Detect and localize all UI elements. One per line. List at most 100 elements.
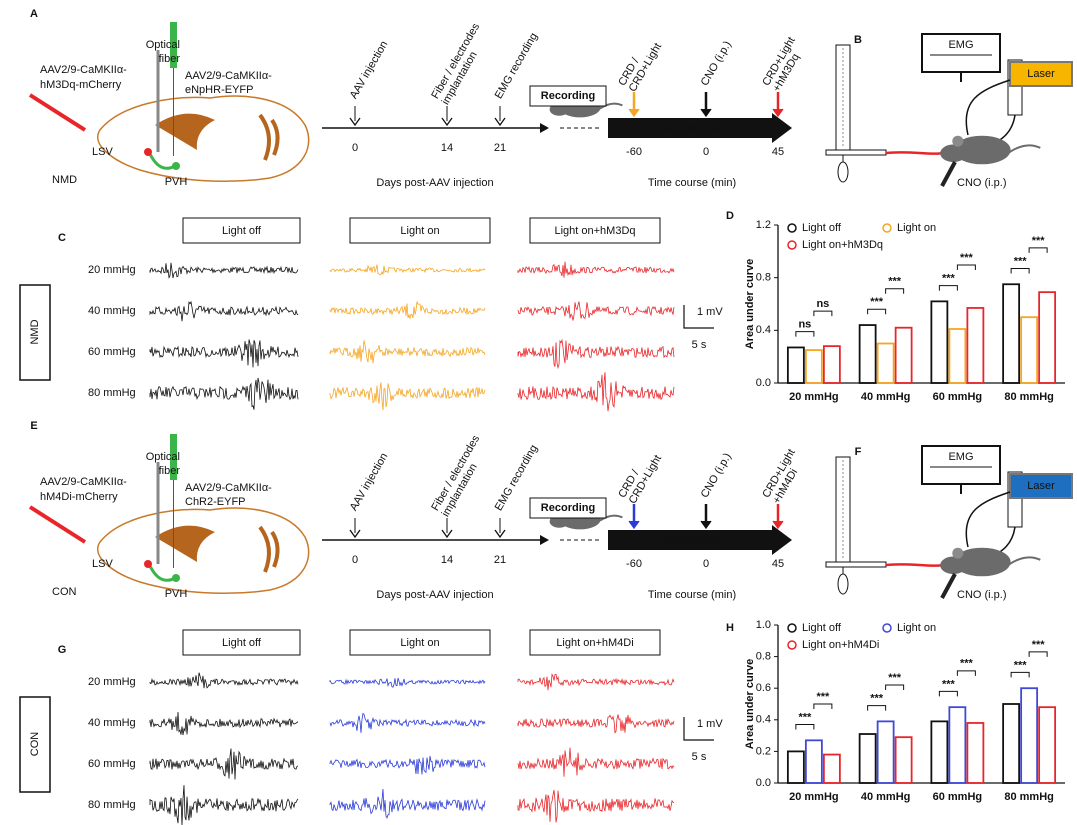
label: EMG xyxy=(948,451,973,463)
stand xyxy=(825,561,887,568)
bar xyxy=(876,342,895,384)
mouse-ear xyxy=(952,135,964,147)
projection xyxy=(148,153,176,170)
arrow-head xyxy=(441,117,453,127)
bar xyxy=(1020,687,1039,784)
sig-bracket xyxy=(885,288,905,294)
sig-bracket xyxy=(938,690,958,697)
emg-trace xyxy=(149,672,299,689)
panel-letter: E xyxy=(30,420,37,432)
arrow-head xyxy=(628,520,640,530)
label: Days post-AAV injection xyxy=(376,589,493,601)
y-tick-label: 0.8 xyxy=(756,272,771,284)
arrow-head xyxy=(772,520,784,530)
syringe-green xyxy=(170,22,177,68)
label: 60 mmHg xyxy=(88,758,136,770)
legend-label: Light on xyxy=(897,622,936,634)
panel-letter: F xyxy=(855,446,862,458)
recording-box xyxy=(529,85,607,107)
x-tick-label: 20 mmHg xyxy=(789,791,839,803)
sig-label: *** xyxy=(1014,659,1028,671)
emg-trace xyxy=(517,372,675,412)
y-tick-label: 0.2 xyxy=(756,745,771,757)
arrow-head xyxy=(700,108,712,118)
sig-label: *** xyxy=(1032,639,1046,651)
label: 0 xyxy=(703,146,709,158)
panel-letter: A xyxy=(30,8,38,20)
emg-trace xyxy=(149,377,299,410)
bar xyxy=(786,750,805,784)
label: CON xyxy=(52,586,77,598)
x-tick-label: 60 mmHg xyxy=(933,391,983,403)
arrow-head xyxy=(628,108,640,118)
legend-label: Light on+hM3Dq xyxy=(802,239,883,251)
laser-fiber xyxy=(965,79,1011,136)
arrow-head xyxy=(349,529,361,539)
sig-label: *** xyxy=(816,691,830,703)
label: Recording xyxy=(541,90,595,102)
label: Behavior test xyxy=(660,534,724,546)
bar xyxy=(804,739,823,784)
emg-trace xyxy=(149,339,299,368)
emg-trace xyxy=(149,711,299,736)
bar xyxy=(1020,316,1039,384)
label: Time course (min) xyxy=(648,589,736,601)
lsv-dot xyxy=(144,560,152,568)
legend-label: Light on xyxy=(897,222,936,234)
balloon xyxy=(837,573,849,595)
stand xyxy=(825,149,887,156)
label: Laser xyxy=(1027,68,1055,80)
label: AAV2/9-CaMKIIα- xyxy=(185,70,272,82)
legend-marker xyxy=(882,223,892,233)
label: fiber xyxy=(159,53,181,65)
legend-marker xyxy=(882,623,892,633)
emg-trace xyxy=(517,301,675,321)
label: 14 xyxy=(441,142,453,154)
legend-marker xyxy=(787,223,797,233)
sig-bracket xyxy=(1010,671,1030,678)
y-tick-label: 0.6 xyxy=(756,682,771,694)
ventricle xyxy=(155,113,215,150)
legend-label: Light on+hM4Di xyxy=(802,639,879,651)
mouse-tail xyxy=(599,514,623,522)
x-tick-label: 80 mmHg xyxy=(1004,391,1054,403)
condition-box xyxy=(529,629,661,656)
cerebellum xyxy=(258,113,280,161)
panel-letter: D xyxy=(726,210,734,222)
brain-outline xyxy=(97,95,310,183)
emg-trace xyxy=(149,300,299,322)
panel-letter: G xyxy=(58,644,67,656)
scale-bar xyxy=(683,305,714,329)
sig-bracket xyxy=(813,310,833,317)
x-tick-label: 20 mmHg xyxy=(789,391,839,403)
arrow-head xyxy=(349,117,361,127)
sig-bracket xyxy=(867,705,887,711)
bar xyxy=(876,720,895,784)
legend-label: Light off xyxy=(802,222,842,234)
y-tick-label: 1.2 xyxy=(756,219,771,231)
projection xyxy=(148,565,176,582)
label: EMG xyxy=(948,39,973,51)
emg-trace xyxy=(149,785,299,825)
mouse-ear xyxy=(952,547,964,559)
sig-label: *** xyxy=(1014,255,1028,267)
label: Light on xyxy=(400,225,439,237)
label: 20 mmHg xyxy=(88,676,136,688)
y-label: Area under curve xyxy=(744,259,756,349)
label: 1 mV xyxy=(697,718,723,730)
label: 20 mmHg xyxy=(88,264,136,276)
mouse-body xyxy=(953,547,1011,577)
bar xyxy=(930,720,949,784)
monitor xyxy=(921,33,1001,73)
y-label: Area under curve xyxy=(744,659,756,749)
bar xyxy=(786,346,805,384)
bar xyxy=(966,307,985,384)
sig-label: *** xyxy=(1032,235,1046,247)
ventricle xyxy=(155,525,215,562)
emg-trace xyxy=(149,262,299,279)
x-tick-label: 40 mmHg xyxy=(861,791,911,803)
label: AAV injection xyxy=(348,451,391,513)
bar xyxy=(894,736,913,784)
mouse-body xyxy=(953,135,1011,165)
